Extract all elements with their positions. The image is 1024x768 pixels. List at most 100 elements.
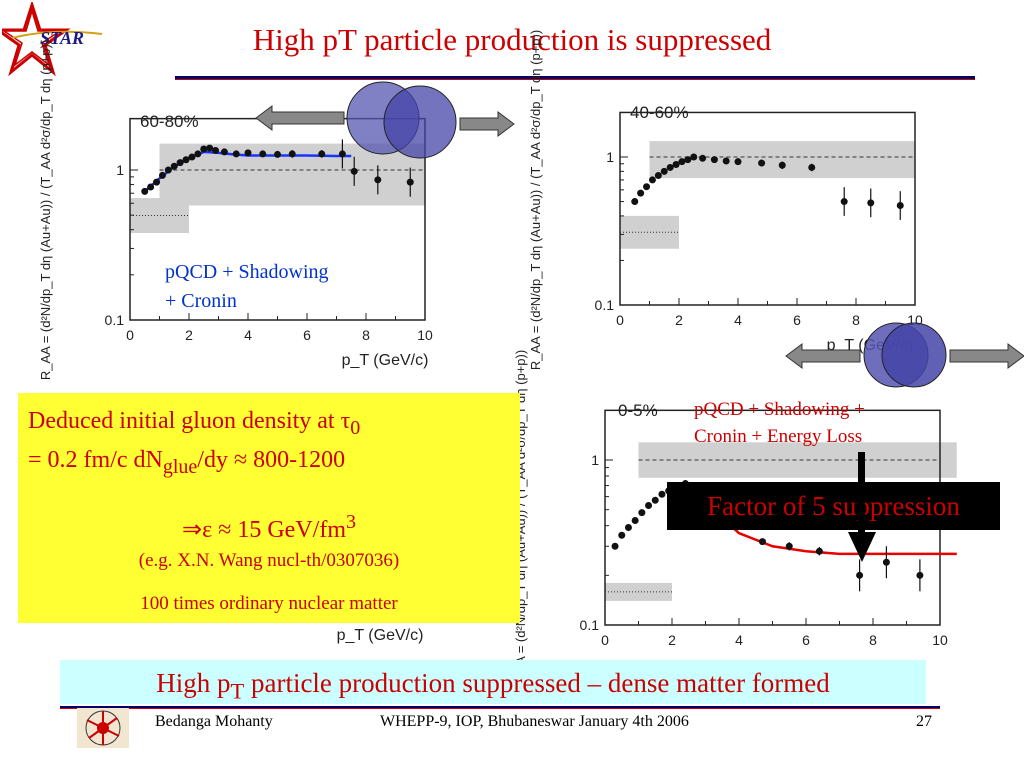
data-point bbox=[785, 542, 793, 550]
x-tick-label: 10 bbox=[417, 327, 433, 343]
star-logo: STAR bbox=[0, 0, 110, 78]
systematic-band bbox=[638, 442, 957, 478]
footer-logo bbox=[77, 708, 129, 748]
data-point bbox=[153, 178, 161, 186]
y-tick-label: 0.1 bbox=[580, 617, 600, 633]
right-arrow-icon bbox=[949, 343, 1024, 369]
legend-line: pQCD + Shadowing bbox=[165, 261, 329, 283]
data-point bbox=[651, 496, 659, 504]
centrality-label: 60-80% bbox=[140, 112, 199, 131]
reference-text: (e.g. X.N. Wang nucl-th/0307036) bbox=[138, 550, 400, 571]
data-point bbox=[867, 199, 875, 207]
collision-graphics bbox=[255, 81, 1024, 388]
data-point bbox=[406, 178, 414, 186]
suppression-arrow-icon bbox=[848, 452, 876, 562]
data-point bbox=[176, 159, 184, 167]
data-point bbox=[611, 542, 619, 550]
data-point bbox=[350, 167, 358, 175]
data-point bbox=[672, 160, 680, 168]
data-point bbox=[374, 176, 382, 184]
gluon-density-text: Deduced initial gluon density at τ0 = 0.… bbox=[28, 408, 361, 478]
data-point bbox=[710, 156, 718, 164]
y-axis-label: R_AA = (d²N/dp_T dη (Au+Au)) / (T_AA d²σ… bbox=[38, 40, 53, 380]
y-tick-label: 1 bbox=[116, 162, 124, 178]
gluon-density-box: Deduced initial gluon density at τ0 = 0.… bbox=[18, 393, 520, 623]
arrow-shape bbox=[459, 111, 515, 137]
data-point bbox=[232, 150, 240, 158]
data-point bbox=[699, 154, 707, 162]
x-tick-label: 8 bbox=[362, 327, 370, 343]
legend-line: Cronin + Energy Loss bbox=[694, 426, 863, 447]
data-point bbox=[637, 189, 645, 197]
conclusion-box: High pT particle production suppressed –… bbox=[60, 660, 926, 704]
left-arrow-icon bbox=[255, 105, 345, 131]
x-tick-label: 8 bbox=[852, 312, 860, 328]
x-tick-label: 2 bbox=[675, 312, 683, 328]
x-tick-label: 0 bbox=[616, 312, 624, 328]
x-tick-label: 4 bbox=[735, 632, 743, 648]
data-point bbox=[318, 150, 326, 158]
data-point bbox=[808, 163, 816, 171]
legend-line: pQCD + Shadowing + bbox=[694, 399, 865, 420]
data-point bbox=[678, 158, 686, 166]
page-number: 27 bbox=[916, 713, 932, 730]
x-axis-label: p_T (GeV/c) bbox=[337, 627, 424, 644]
x-tick-label: 6 bbox=[303, 327, 311, 343]
matter-comparison-text: 100 times ordinary nuclear matter bbox=[140, 593, 398, 614]
data-point bbox=[631, 516, 639, 524]
data-point bbox=[916, 571, 924, 579]
data-point bbox=[259, 150, 267, 158]
data-point bbox=[856, 571, 864, 579]
left-arrow-icon bbox=[785, 343, 861, 369]
centrality-label: 0-5% bbox=[618, 401, 658, 420]
data-point bbox=[200, 145, 208, 153]
x-tick-label: 0 bbox=[126, 327, 134, 343]
x-tick-label: 4 bbox=[734, 312, 742, 328]
data-point bbox=[882, 558, 890, 566]
footer-rule bbox=[60, 706, 940, 709]
data-point bbox=[648, 176, 656, 184]
data-point bbox=[338, 150, 346, 158]
data-point bbox=[684, 156, 692, 164]
data-point bbox=[220, 148, 228, 156]
factor-of-5-box: Factor of 5 suppression bbox=[667, 482, 1000, 530]
x-tick-label: 4 bbox=[244, 327, 252, 343]
x-tick-label: 0 bbox=[601, 632, 609, 648]
data-point bbox=[722, 157, 730, 165]
data-point bbox=[778, 161, 786, 169]
data-point bbox=[631, 198, 639, 206]
data-point bbox=[638, 509, 646, 517]
data-point bbox=[840, 198, 848, 206]
x-tick-label: 6 bbox=[793, 312, 801, 328]
data-point bbox=[288, 150, 296, 158]
theory-curve bbox=[704, 501, 957, 556]
x-tick-label: 10 bbox=[932, 632, 948, 648]
data-point bbox=[147, 183, 155, 191]
nucleus-icon bbox=[881, 322, 947, 388]
data-point bbox=[158, 171, 166, 179]
data-point bbox=[758, 159, 766, 167]
data-point bbox=[624, 523, 632, 531]
legend-line: + Cronin bbox=[165, 290, 237, 312]
data-point bbox=[896, 202, 904, 210]
footer-author: Bedanga Mohanty bbox=[155, 713, 273, 730]
title-rule bbox=[175, 76, 975, 80]
data-point bbox=[141, 187, 149, 195]
data-point bbox=[182, 156, 190, 164]
y-tick-label: 0.1 bbox=[595, 297, 615, 313]
arrow-shape bbox=[255, 105, 345, 131]
arrow-shape bbox=[949, 343, 1024, 369]
y-tick-label: 1 bbox=[591, 452, 599, 468]
nucleus-icon bbox=[383, 85, 457, 159]
data-point bbox=[645, 501, 653, 509]
data-point bbox=[758, 538, 766, 546]
theory-legend-blue: pQCD + Shadowing + Cronin bbox=[165, 258, 329, 316]
arrow-shape bbox=[785, 343, 861, 369]
x-axis-label: p_T (GeV/c) bbox=[342, 352, 429, 369]
x-tick-label: 2 bbox=[668, 632, 676, 648]
data-point bbox=[660, 167, 668, 175]
data-point bbox=[194, 150, 202, 158]
data-point bbox=[618, 531, 626, 539]
